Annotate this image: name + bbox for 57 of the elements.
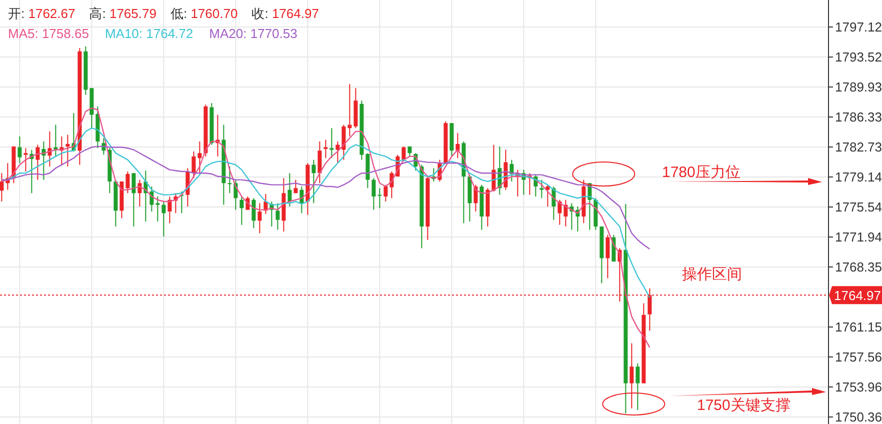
y-tick-label: 1779.14 [835,169,882,184]
candlestick [198,140,202,174]
candlestick [318,140,322,184]
candlestick [0,172,4,202]
candlestick [66,134,70,167]
candlestick [36,144,40,180]
text: 1780压力位 [662,164,740,181]
y-tick-label: 1775.54 [835,199,882,214]
annotation: 低: 1760.70 [170,6,238,21]
annotation: 收: 1764.97 [252,6,319,21]
candlestick [18,136,22,164]
candlestick [288,172,292,207]
candlestick [312,159,316,204]
candlestick [402,146,406,162]
candlestick [258,202,262,234]
y-tick-label: 1761.15 [835,320,882,335]
candlestick [276,202,280,230]
candlestick [330,128,334,159]
candlestick [192,150,196,179]
text: 操作区间 [682,266,742,283]
candlestick [348,83,352,137]
legend: MA5: 1758.65 MA10: 1764.72 MA20: 1770.53 [8,26,298,41]
annotation: 高: 1765.79 [89,6,156,21]
y-tick-label: 1797.12 [835,20,882,35]
candlestick [336,140,340,164]
ref-line-label: 1764.97 [834,288,881,304]
candlestick [378,188,382,209]
candlestick [648,288,652,332]
y-tick-label: 1782.73 [835,140,882,155]
candlestick [630,342,634,409]
ref-line: 1764.97 [0,286,882,304]
y-tick-label: 1768.35 [835,259,882,274]
candlestick [162,200,166,238]
candlestick [132,172,136,228]
y-tick-label: 1753.96 [835,379,882,394]
candlestick [156,196,160,222]
candlestick [342,124,346,160]
y-tick-label: 1786.33 [835,110,882,125]
candlestick [240,196,244,226]
candlestick [384,184,388,202]
candlestick [636,362,640,410]
annotation: 开: 1762.67 [8,6,76,21]
candlestick [540,179,544,199]
y-tick-label: 1750.36 [835,409,882,424]
candlestick [294,179,298,194]
y-tick-label: 1789.93 [835,79,882,94]
candlestick [126,170,130,194]
y-tick-label: 1793.52 [835,50,882,65]
text: 1750关键支撑 [697,397,790,414]
candlestick [606,234,610,279]
candlestick [546,184,550,207]
y-tick-label: 1771.94 [835,230,882,245]
candlestick [372,178,376,210]
y-tick-label: 1757.56 [835,349,882,364]
candlestick [228,166,232,194]
candlestick [24,148,28,172]
candlestick [252,198,256,229]
